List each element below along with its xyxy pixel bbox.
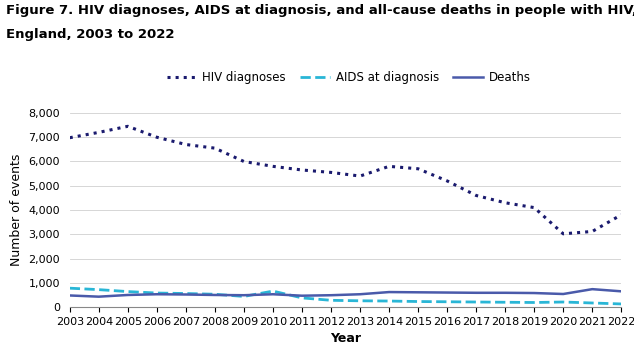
Deaths: [588, 287, 596, 291]
AIDS at diagnosis: [472, 300, 480, 304]
HIV diagnoses: [298, 168, 306, 172]
Deaths: [531, 291, 538, 295]
Legend: HIV diagnoses, AIDS at diagnosis, Deaths: HIV diagnoses, AIDS at diagnosis, Deaths: [162, 66, 535, 88]
AIDS at diagnosis: [240, 294, 248, 299]
Deaths: [298, 294, 306, 298]
HIV diagnoses: [472, 193, 480, 198]
Text: England, 2003 to 2022: England, 2003 to 2022: [6, 28, 175, 41]
AIDS at diagnosis: [559, 300, 567, 304]
HIV diagnoses: [95, 130, 103, 134]
Deaths: [327, 293, 335, 297]
AIDS at diagnosis: [385, 299, 393, 303]
Deaths: [124, 293, 132, 297]
Text: Figure 7. HIV diagnoses, AIDS at diagnosis, and all-cause deaths in people with : Figure 7. HIV diagnoses, AIDS at diagnos…: [6, 4, 634, 17]
HIV diagnoses: [531, 205, 538, 210]
HIV diagnoses: [66, 136, 74, 140]
Deaths: [269, 292, 277, 297]
AIDS at diagnosis: [327, 298, 335, 303]
AIDS at diagnosis: [153, 291, 160, 295]
Deaths: [618, 289, 625, 293]
AIDS at diagnosis: [211, 292, 219, 297]
HIV diagnoses: [501, 201, 509, 205]
Deaths: [501, 291, 509, 295]
Line: AIDS at diagnosis: AIDS at diagnosis: [70, 288, 621, 304]
HIV diagnoses: [153, 135, 160, 139]
HIV diagnoses: [124, 124, 132, 128]
Y-axis label: Number of events: Number of events: [10, 154, 23, 266]
Deaths: [153, 292, 160, 297]
HIV diagnoses: [269, 164, 277, 168]
Deaths: [240, 293, 248, 297]
HIV diagnoses: [327, 170, 335, 174]
AIDS at diagnosis: [414, 299, 422, 304]
HIV diagnoses: [385, 164, 393, 168]
Deaths: [66, 293, 74, 298]
HIV diagnoses: [356, 174, 364, 178]
Line: HIV diagnoses: HIV diagnoses: [70, 126, 621, 234]
HIV diagnoses: [559, 232, 567, 236]
Deaths: [95, 294, 103, 299]
Deaths: [385, 290, 393, 294]
AIDS at diagnosis: [95, 287, 103, 292]
HIV diagnoses: [182, 142, 190, 146]
Deaths: [472, 291, 480, 295]
AIDS at diagnosis: [443, 300, 451, 304]
Line: Deaths: Deaths: [70, 289, 621, 297]
HIV diagnoses: [443, 179, 451, 183]
AIDS at diagnosis: [269, 289, 277, 293]
HIV diagnoses: [240, 159, 248, 163]
HIV diagnoses: [588, 229, 596, 234]
AIDS at diagnosis: [618, 302, 625, 306]
HIV diagnoses: [414, 167, 422, 171]
AIDS at diagnosis: [124, 289, 132, 294]
AIDS at diagnosis: [356, 299, 364, 303]
Deaths: [182, 292, 190, 297]
HIV diagnoses: [618, 213, 625, 217]
AIDS at diagnosis: [588, 301, 596, 305]
Deaths: [559, 292, 567, 296]
Deaths: [443, 291, 451, 295]
Deaths: [356, 292, 364, 297]
X-axis label: Year: Year: [330, 333, 361, 345]
AIDS at diagnosis: [66, 286, 74, 290]
AIDS at diagnosis: [182, 291, 190, 295]
AIDS at diagnosis: [298, 296, 306, 300]
Deaths: [414, 290, 422, 294]
AIDS at diagnosis: [531, 300, 538, 305]
AIDS at diagnosis: [501, 300, 509, 304]
Deaths: [211, 293, 219, 297]
HIV diagnoses: [211, 146, 219, 150]
